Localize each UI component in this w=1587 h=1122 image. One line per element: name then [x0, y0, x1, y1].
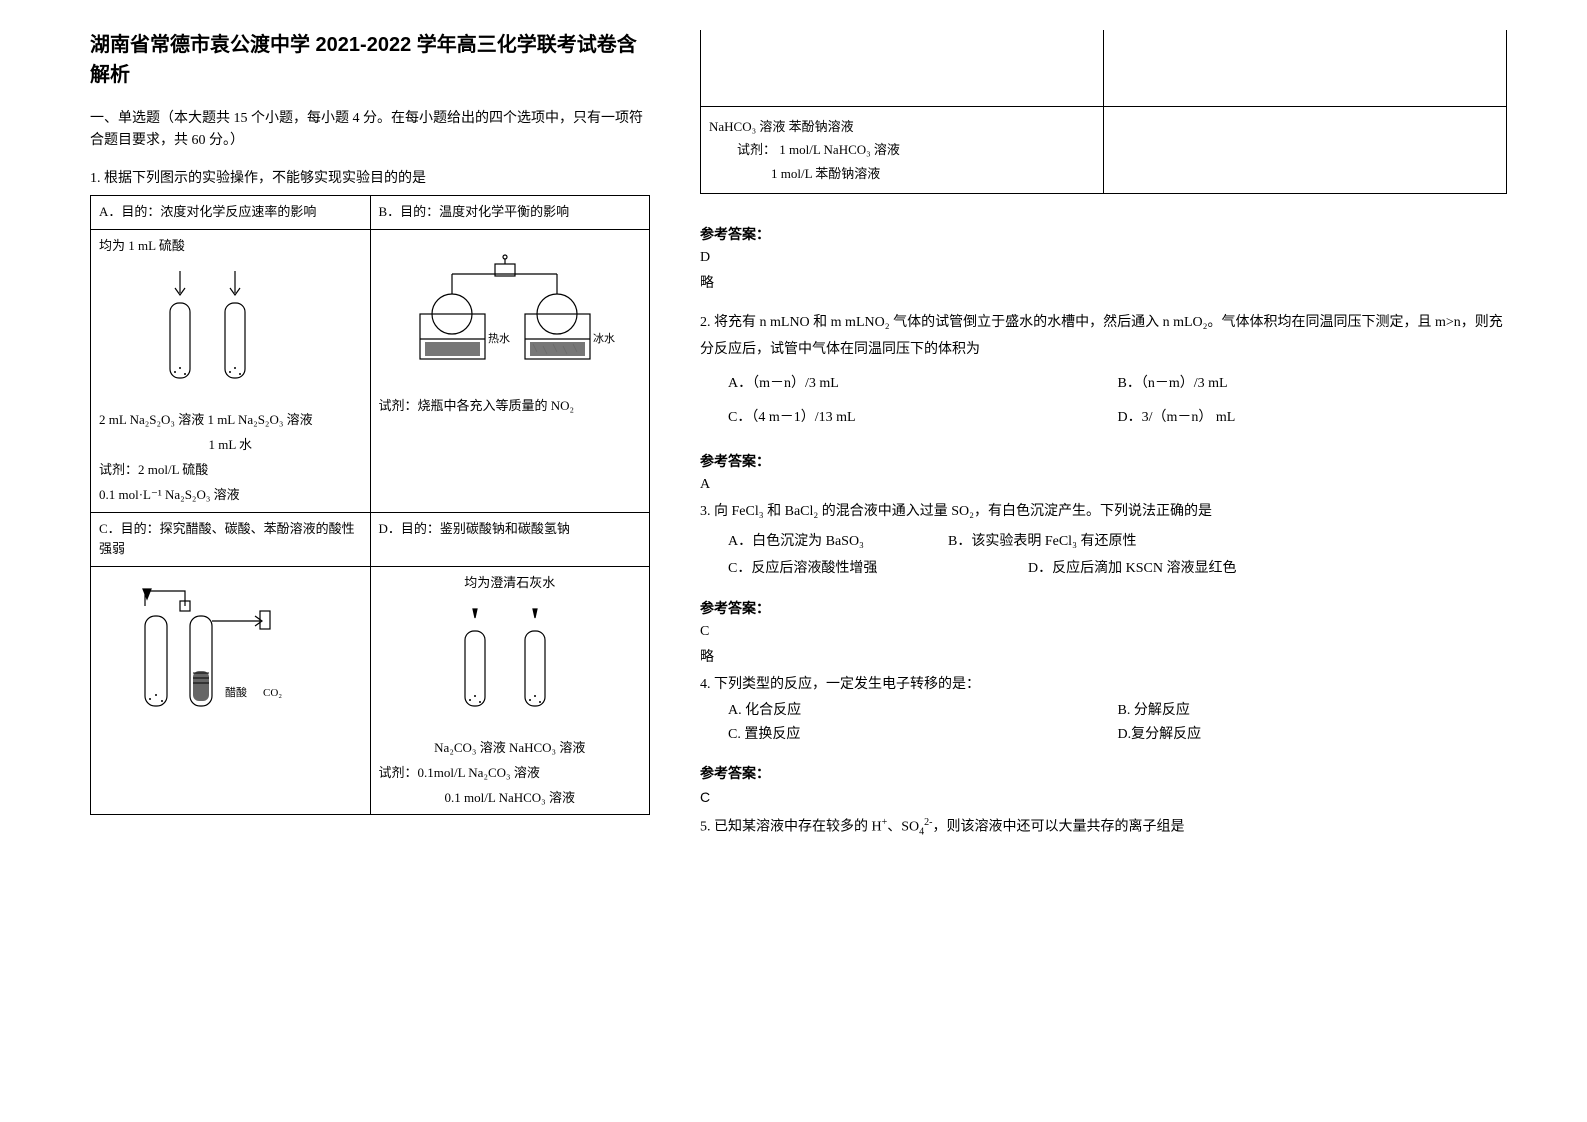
rt-l2: 试剂： 1 mol/L NaHCO₃ 溶液 — [709, 138, 1095, 161]
q5-mid: 、SO — [887, 819, 919, 834]
q3-brief: 略 — [700, 646, 1507, 666]
q1-b-diagram: 热水 冰水 — [379, 244, 642, 384]
q2-opts: A．（m－n）/3 mL B．（n－m）/3 mL C．（4 m－1）/13 m… — [700, 367, 1507, 434]
q5-pre: 5. 已知某溶液中存在较多的 H — [700, 819, 882, 834]
q1-ans-label: 参考答案： — [700, 224, 1507, 244]
svg-text:热水: 热水 — [488, 332, 510, 345]
q1-d-t1: 均为澄清石灰水 — [379, 573, 642, 594]
q4-opts: A. 化合反应 B. 分解反应 C. 置换反应 D.复分解反应 — [700, 699, 1507, 747]
q2-c: C．（4 m－1）/13 mL — [728, 401, 1118, 435]
q2-ans: A — [700, 477, 1507, 493]
rt-left: NaHCO₃ 溶液 苯酚钠溶液 试剂： 1 mol/L NaHCO₃ 溶液 1 … — [701, 107, 1104, 194]
q3-c: C．反应后溶液酸性增强 — [728, 556, 1028, 583]
right-top-table: NaHCO₃ 溶液 苯酚钠溶液 试剂： 1 mol/L NaHCO₃ 溶液 1 … — [700, 30, 1507, 194]
q3-ans-label: 参考答案： — [700, 598, 1507, 618]
q4-ans: C — [700, 789, 1507, 805]
rt-l3: 1 mol/L 苯酚钠溶液 — [709, 162, 1095, 185]
q1-a-t3: 1 mL 水 — [99, 435, 362, 456]
q1-a-header: A．目的：浓度对化学反应速率的影响 — [91, 195, 371, 229]
svg-text:CO₂: CO₂ — [263, 687, 282, 699]
q1-b-t1: 试剂：烧瓶中各充入等质量的 NO₂ — [379, 396, 642, 417]
q2-b: B．（n－m）/3 mL — [1118, 367, 1508, 401]
q3-ans: C — [700, 624, 1507, 640]
q1-d-cell: 均为澄清石灰水 — [370, 567, 650, 815]
q3-opts: A．白色沉淀为 BaSO₃ B．该实验表明 FeCl₃ 有还原性 C．反应后溶液… — [700, 529, 1507, 582]
q4-b: B. 分解反应 — [1118, 699, 1508, 723]
q1-a-diagram — [99, 268, 362, 398]
rt-l1: NaHCO₃ 溶液 苯酚钠溶液 — [709, 115, 1095, 138]
q5-sup2: 2- — [924, 817, 932, 828]
q2-ans-label: 参考答案： — [700, 451, 1507, 471]
q3-stem: 3. 向 FeCl₃ 和 BaCl₂ 的混合液中通入过量 SO₂，有白色沉淀产生… — [700, 499, 1507, 526]
q1-a-t1: 均为 1 mL 硫酸 — [99, 236, 362, 257]
q4-ans-label: 参考答案： — [700, 763, 1507, 783]
q4-a: A. 化合反应 — [728, 699, 1118, 723]
q1-d-t4: 0.1 mol/L NaHCO₃ 溶液 — [379, 788, 642, 809]
q1-ans: D — [700, 250, 1507, 266]
page-title: 湖南省常德市袁公渡中学 2021-2022 学年高三化学联考试卷含解析 — [90, 30, 650, 90]
section-intro: 一、单选题（本大题共 15 个小题，每小题 4 分。在每小题给出的四个选项中，只… — [90, 108, 650, 153]
rt-blank2 — [1104, 30, 1507, 107]
svg-text:醋酸: 醋酸 — [225, 685, 247, 699]
q1-a-t4: 试剂：2 mol/L 硫酸 — [99, 460, 362, 481]
q1-d-header: D．目的：鉴别碳酸钠和碳酸氢钠 — [370, 512, 650, 567]
rt-blank1 — [701, 30, 1104, 107]
svg-text:冰水: 冰水 — [593, 332, 615, 345]
rt-right — [1104, 107, 1507, 194]
q1-a-t5: 0.1 mol·L⁻¹ Na₂S₂O₃ 溶液 — [99, 485, 362, 506]
q4-c: C. 置换反应 — [728, 723, 1118, 747]
q1-d-t3: 试剂：0.1mol/L Na₂CO₃ 溶液 — [379, 763, 642, 784]
q1-c-cell: 醋酸 CO₂ — [91, 567, 371, 815]
q2-stem: 2. 将充有 n mLNO 和 m mLNO₂ 气体的试管倒立于盛水的水槽中，然… — [700, 310, 1507, 363]
q5-suf: ，则该溶液中还可以大量共存的离子组是 — [933, 819, 1185, 834]
q1-table: A．目的：浓度对化学反应速率的影响 B．目的：温度对化学平衡的影响 均为 1 m… — [90, 195, 650, 816]
q3-d: D．反应后滴加 KSCN 溶液显红色 — [1028, 556, 1507, 583]
q1-b-header: B．目的：温度对化学平衡的影响 — [370, 195, 650, 229]
q1-d-diagram — [379, 606, 642, 726]
q2-a: A．（m－n）/3 mL — [728, 367, 1118, 401]
right-column: NaHCO₃ 溶液 苯酚钠溶液 试剂： 1 mol/L NaHCO₃ 溶液 1 … — [700, 30, 1507, 1102]
q3-b: B．该实验表明 FeCl₃ 有还原性 — [948, 529, 1507, 556]
q1-a-t2: 2 mL Na₂S₂O₃ 溶液 1 mL Na₂S₂O₃ 溶液 — [99, 410, 362, 431]
q1-stem: 1. 根据下列图示的实验操作，不能够实现实验目的的是 — [90, 167, 650, 187]
q4-stem: 4. 下列类型的反应，一定发生电子转移的是： — [700, 672, 1507, 699]
q2-d: D．3/（m－n） mL — [1118, 401, 1508, 435]
q1-c-header: C．目的：探究醋酸、碳酸、苯酚溶液的酸性强弱 — [91, 512, 371, 567]
q3-a: A．白色沉淀为 BaSO₃ — [728, 529, 948, 556]
q1-a-cell: 均为 1 mL 硫酸 — [91, 229, 371, 512]
q5-stem: 5. 已知某溶液中存在较多的 H+、SO42-，则该溶液中还可以大量共存的离子组… — [700, 813, 1507, 841]
left-column: 湖南省常德市袁公渡中学 2021-2022 学年高三化学联考试卷含解析 一、单选… — [90, 30, 650, 1102]
q1-b-cell: 热水 冰水 试剂：烧瓶中各充入等质量的 NO₂ — [370, 229, 650, 512]
q1-d-t2: Na₂CO₃ 溶液 NaHCO₃ 溶液 — [379, 738, 642, 759]
q1-c-diagram: 醋酸 CO₂ — [99, 581, 362, 731]
q4-d: D.复分解反应 — [1118, 723, 1508, 747]
q1-brief: 略 — [700, 272, 1507, 292]
page: 湖南省常德市袁公渡中学 2021-2022 学年高三化学联考试卷含解析 一、单选… — [0, 0, 1587, 1122]
